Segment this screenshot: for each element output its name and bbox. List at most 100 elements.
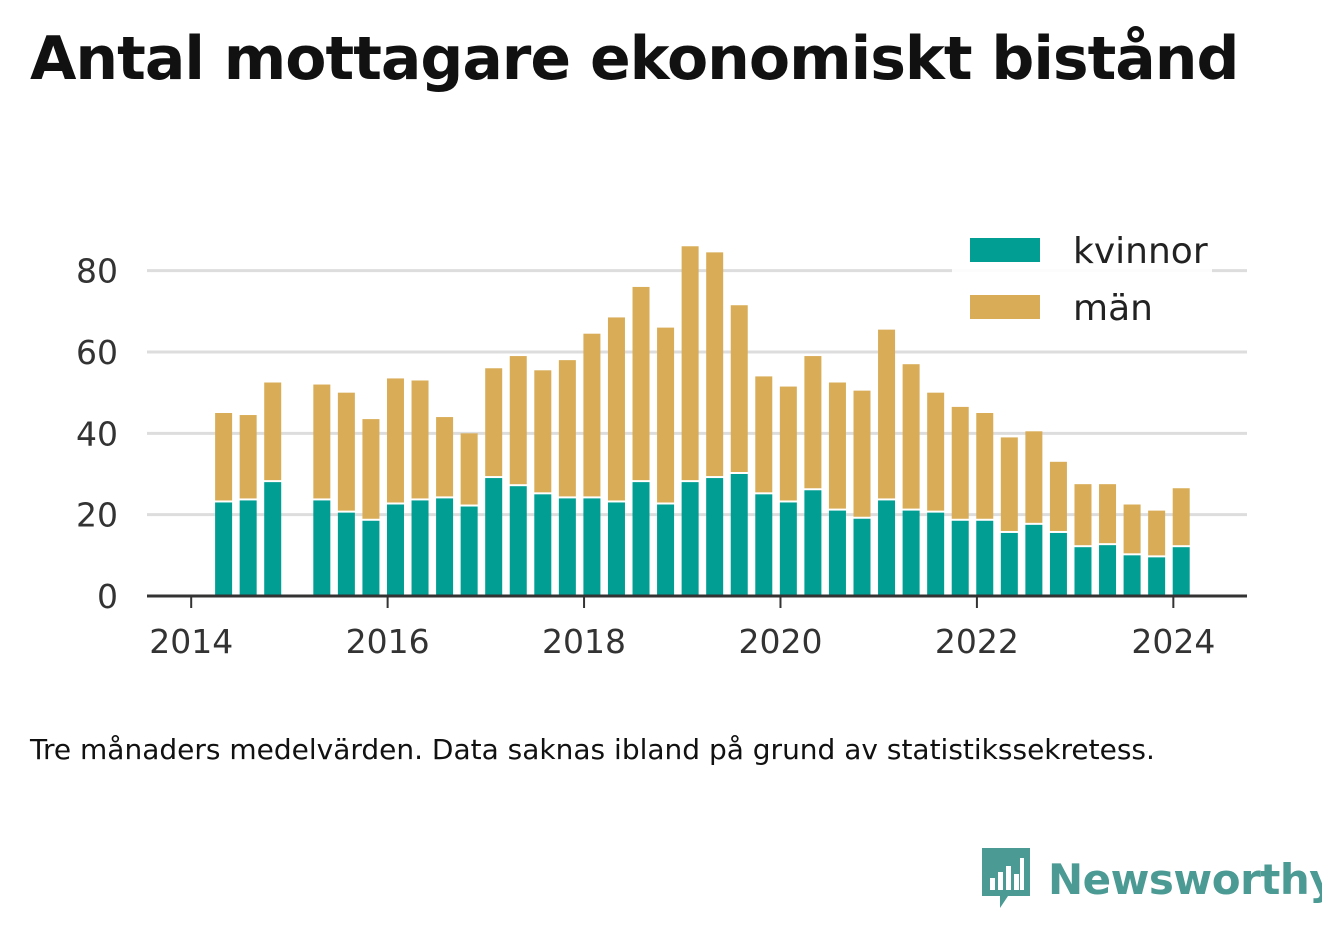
bar-man bbox=[1049, 461, 1067, 531]
bar-kvinnor bbox=[264, 482, 282, 596]
legend-label: män bbox=[1073, 288, 1153, 329]
bar-kvinnor bbox=[730, 474, 748, 596]
bar-man bbox=[804, 356, 822, 489]
bar-kvinnor bbox=[1123, 555, 1141, 596]
bar-kvinnor bbox=[313, 500, 331, 596]
bar-man bbox=[1172, 488, 1190, 546]
bar-man bbox=[927, 392, 945, 511]
bar-man bbox=[976, 413, 994, 519]
bar-man bbox=[436, 417, 454, 497]
legend-label: kvinnor bbox=[1073, 231, 1208, 272]
bar-man bbox=[951, 406, 969, 519]
bar-kvinnor bbox=[779, 502, 797, 596]
y-tick-label: 60 bbox=[76, 333, 118, 372]
bar-kvinnor bbox=[976, 520, 994, 596]
bars bbox=[215, 246, 1190, 596]
bar-man bbox=[779, 386, 797, 501]
bar-kvinnor bbox=[878, 500, 896, 596]
bar-kvinnor bbox=[657, 504, 675, 596]
bar-man bbox=[681, 246, 699, 481]
bar-kvinnor bbox=[1099, 545, 1117, 596]
bar-man bbox=[558, 360, 576, 497]
bar-man bbox=[828, 382, 846, 509]
bar-man bbox=[607, 317, 625, 501]
bar-man bbox=[1000, 437, 1018, 531]
bar-man bbox=[902, 364, 920, 509]
bar-man bbox=[215, 413, 233, 501]
bar-kvinnor bbox=[436, 498, 454, 596]
bar-kvinnor bbox=[1074, 547, 1092, 596]
bar-man bbox=[632, 286, 650, 481]
bar-kvinnor bbox=[1148, 557, 1166, 596]
footnote: Tre månaders medelvärden. Data saknas ib… bbox=[30, 733, 1155, 766]
bar-kvinnor bbox=[804, 490, 822, 596]
bar-kvinnor bbox=[534, 494, 552, 596]
legend-swatch bbox=[970, 238, 1040, 262]
bar-kvinnor bbox=[607, 502, 625, 596]
x-tick-label: 2016 bbox=[346, 622, 430, 661]
bar-kvinnor bbox=[853, 518, 871, 596]
x-tick-label: 2014 bbox=[149, 622, 233, 661]
x-tick-label: 2018 bbox=[542, 622, 626, 661]
x-tick-label: 2024 bbox=[1131, 622, 1215, 661]
y-tick-label: 20 bbox=[76, 496, 118, 535]
y-tick-label: 0 bbox=[97, 577, 118, 616]
brand-logo: Newsworthy bbox=[982, 848, 1322, 910]
bar-man bbox=[853, 390, 871, 517]
bar-man bbox=[706, 252, 724, 477]
bar-man bbox=[411, 380, 429, 499]
bar-man bbox=[755, 376, 773, 493]
bar-kvinnor bbox=[755, 494, 773, 596]
axes: 0 20 40 60 80 2014 2016 2018 2020 2022 2024 bbox=[76, 252, 1247, 661]
bar-kvinnor bbox=[681, 482, 699, 596]
x-tick-label: 2022 bbox=[935, 622, 1019, 661]
bar-kvinnor bbox=[558, 498, 576, 596]
x-tick-label: 2020 bbox=[738, 622, 822, 661]
y-tick-label: 80 bbox=[76, 252, 118, 291]
bar-man bbox=[264, 382, 282, 481]
bar-man bbox=[1025, 431, 1043, 523]
bar-man bbox=[386, 378, 404, 503]
brand-name: Newsworthy bbox=[1048, 854, 1322, 904]
bar-kvinnor bbox=[927, 512, 945, 596]
bar-kvinnor bbox=[632, 482, 650, 596]
bar-kvinnor bbox=[386, 504, 404, 596]
bar-kvinnor bbox=[1172, 547, 1190, 596]
bar-kvinnor bbox=[239, 500, 257, 596]
bar-man bbox=[657, 327, 675, 503]
bar-man bbox=[583, 333, 601, 497]
bar-kvinnor bbox=[411, 500, 429, 596]
bar-man bbox=[1099, 484, 1117, 544]
chart-title: Antal mottagare ekonomiskt bistånd bbox=[30, 24, 1239, 94]
bar-kvinnor bbox=[337, 512, 355, 596]
bar-man bbox=[1148, 510, 1166, 556]
bar-man bbox=[485, 368, 503, 477]
bar-kvinnor bbox=[1049, 532, 1067, 596]
bar-man bbox=[1074, 484, 1092, 546]
legend-swatch bbox=[970, 295, 1040, 319]
bar-man bbox=[534, 370, 552, 493]
stacked-bar-chart: 0 20 40 60 80 2014 2016 2018 2020 2022 2024 kvinno… bbox=[76, 226, 1247, 661]
bar-kvinnor bbox=[828, 510, 846, 596]
bar-kvinnor bbox=[362, 520, 380, 596]
y-tick-label: 40 bbox=[76, 414, 118, 453]
bar-kvinnor bbox=[485, 478, 503, 596]
bar-man bbox=[1123, 504, 1141, 554]
bar-man bbox=[313, 384, 331, 499]
newsworthy-logo-icon bbox=[982, 848, 1030, 908]
bar-man bbox=[878, 329, 896, 499]
bar-kvinnor bbox=[1000, 532, 1018, 596]
bar-kvinnor bbox=[460, 506, 478, 596]
bar-man bbox=[730, 305, 748, 472]
bar-man bbox=[239, 415, 257, 499]
bar-kvinnor bbox=[902, 510, 920, 596]
bar-kvinnor bbox=[583, 498, 601, 596]
bar-kvinnor bbox=[509, 486, 527, 596]
bar-kvinnor bbox=[1025, 524, 1043, 596]
legend: kvinnor män bbox=[952, 226, 1212, 336]
bar-kvinnor bbox=[951, 520, 969, 596]
bar-kvinnor bbox=[215, 502, 233, 596]
bar-man bbox=[337, 392, 355, 511]
bar-man bbox=[509, 356, 527, 485]
bar-man bbox=[362, 419, 380, 519]
